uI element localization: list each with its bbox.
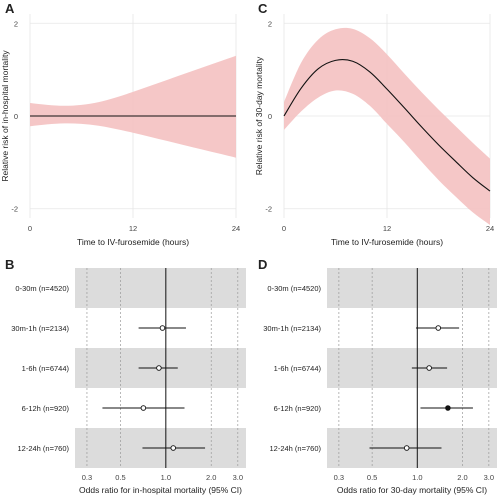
row-label: 6-12h (n=920) [274,404,322,413]
x-axis-label: Time to IV-furosemide (hours) [77,237,189,247]
x-axis-label: Time to IV-furosemide (hours) [331,237,443,247]
row-label: 30m-1h (n=2134) [263,324,321,333]
y-tick-label: 0 [14,112,18,121]
y-tick-label: 2 [268,19,272,28]
x-tick-label: 0.5 [115,473,125,482]
row-label: 30m-1h (n=2134) [11,324,69,333]
row-label: 0-30m (n=4520) [267,284,321,293]
point-estimate [170,445,176,451]
point-estimate [445,405,451,411]
panel-letter-B: B [5,257,14,272]
x-tick-label: 3.0 [484,473,494,482]
row-band [327,268,497,308]
row-label: 12-24h (n=760) [270,444,322,453]
y-tick-label: -2 [265,205,272,214]
x-tick-label: 12 [383,224,391,233]
y-axis-label: Relative risk of 30-day mortality [254,56,264,175]
point-estimate [435,325,442,331]
row-label: 6-12h (n=920) [22,404,70,413]
y-tick-label: -2 [11,205,18,214]
x-tick-label: 2.0 [457,473,467,482]
x-tick-label: 24 [486,224,494,233]
ci-band [30,55,236,158]
row-band [75,268,246,308]
x-axis-label: Odds ratio for in-hospital mortality (95… [79,485,242,495]
x-tick-label: 12 [129,224,137,233]
x-tick-label: 1.0 [412,473,422,482]
x-tick-label: 0.3 [334,473,344,482]
x-tick-label: 0.3 [82,473,92,482]
ci-band [284,27,490,225]
x-tick-label: 0.5 [367,473,377,482]
point-estimate [156,365,162,371]
x-tick-label: 3.0 [233,473,243,482]
point-estimate [403,445,410,451]
panel-letter-C: C [258,1,268,16]
point-estimate [426,365,432,371]
x-tick-label: 1.0 [161,473,171,482]
y-axis-label: Relative risk of in-hospital mortality [0,50,10,182]
x-axis-label: Odds ratio for 30-day mortality (95% CI) [337,485,487,495]
x-tick-label: 2.0 [206,473,216,482]
row-label: 0-30m (n=4520) [15,284,69,293]
row-label: 1-6h (n=6744) [22,364,70,373]
y-tick-label: 2 [14,19,18,28]
point-estimate [140,405,147,411]
x-tick-label: 24 [232,224,240,233]
y-tick-label: 0 [268,112,272,121]
row-label: 1-6h (n=6744) [274,364,322,373]
x-tick-label: 0 [28,224,32,233]
x-tick-label: 0 [282,224,286,233]
panel-letter-D: D [258,257,267,272]
row-label: 12-24h (n=760) [18,444,70,453]
series-line [283,59,491,192]
panel-letter-A: A [5,1,15,16]
point-estimate [159,325,166,331]
